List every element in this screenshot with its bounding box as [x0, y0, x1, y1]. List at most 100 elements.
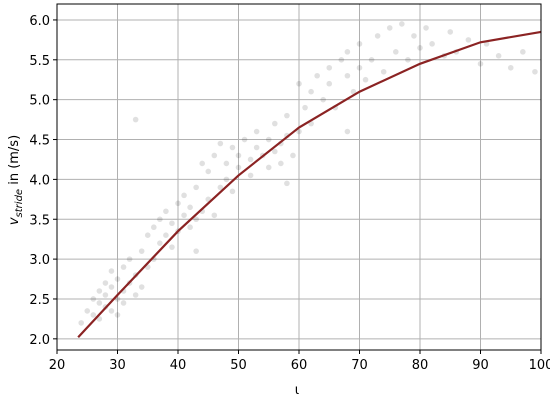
scatter-point: [132, 292, 139, 298]
scatter-point: [380, 68, 387, 75]
scatter-point: [169, 220, 175, 227]
scatter-point: [241, 136, 248, 143]
scatter-point: [253, 128, 260, 135]
scatter-point: [296, 128, 302, 135]
x-tick-label: 100: [529, 358, 550, 373]
y-tick-label: 5.5: [29, 54, 50, 69]
scatter-point: [272, 148, 278, 155]
scatter-point: [102, 292, 109, 298]
scatter-point: [235, 164, 242, 171]
scatter-point: [132, 116, 139, 123]
scatter-point: [229, 144, 236, 151]
scatter-point: [78, 320, 84, 326]
scatter-point: [96, 288, 103, 294]
scatter-point: [338, 57, 345, 63]
y-tick-label: 2.5: [29, 293, 50, 308]
scatter-point: [265, 164, 272, 171]
y-axis-label: vstride in (m/s): [7, 135, 25, 225]
scatter-point: [362, 76, 369, 83]
scatter-point: [326, 80, 333, 87]
scatter-point: [199, 160, 205, 167]
y-tick-label: 5.0: [29, 94, 50, 109]
scatter-point: [326, 64, 333, 71]
scatter-point: [284, 112, 290, 119]
x-tick-label: 30: [109, 358, 126, 373]
scatter-point: [193, 216, 199, 223]
scatter-point: [423, 25, 429, 31]
scatter-point: [163, 208, 169, 215]
scatter-point: [350, 88, 357, 95]
scatter-point: [90, 312, 97, 318]
scatter-point: [138, 248, 145, 254]
scatter-point: [211, 212, 218, 219]
x-tick-label: 20: [49, 358, 66, 373]
scatter-point: [344, 72, 351, 79]
y-label-symbol: v: [7, 217, 22, 225]
scatter-point: [84, 308, 91, 314]
y-label-subscript: stride: [14, 189, 25, 218]
scatter-point: [120, 300, 127, 306]
scatter-point: [90, 296, 97, 302]
scatter-point: [120, 264, 127, 270]
scatter-point: [302, 104, 308, 111]
scatter-point: [169, 244, 175, 250]
scatter-point: [181, 192, 187, 199]
scatter-point: [356, 64, 363, 71]
y-tick-label: 4.5: [29, 134, 50, 149]
scatter-point: [108, 268, 115, 274]
scatter-point: [223, 160, 230, 167]
scatter-point: [108, 284, 115, 290]
scatter-point: [356, 41, 363, 47]
x-tick-label: 70: [351, 358, 368, 373]
scatter-point: [96, 300, 103, 306]
scatter-point: [386, 25, 393, 31]
scatter-point: [211, 152, 218, 159]
scatter-point: [217, 140, 224, 147]
scatter-point: [114, 276, 121, 282]
scatter-point: [495, 53, 502, 59]
scatter-point: [235, 152, 242, 159]
scatter-point: [405, 57, 411, 63]
x-tick-label: 80: [412, 358, 429, 373]
scatter-point: [108, 308, 115, 314]
x-tick-label: 50: [230, 358, 247, 373]
scatter-point: [374, 33, 381, 39]
x-axis-label: ι: [295, 383, 299, 398]
x-tick-label: 40: [170, 358, 187, 373]
scatter-point: [175, 200, 181, 207]
scatter-point: [465, 37, 472, 43]
scatter-point: [368, 57, 375, 63]
scatter-point: [223, 176, 230, 183]
y-tick-label: 6.0: [29, 14, 50, 29]
scatter-point: [138, 284, 145, 290]
scatter-point: [229, 188, 236, 195]
scatter-point: [114, 312, 121, 318]
scatter-point: [429, 41, 435, 47]
scatter-point: [193, 248, 199, 254]
scatter-point: [344, 128, 351, 135]
y-label-unit: in (m/s): [7, 135, 22, 189]
scatter-point: [507, 64, 514, 71]
scatter-point: [308, 88, 314, 95]
y-tick-label: 3.0: [29, 253, 50, 268]
scatter-point: [157, 216, 163, 223]
scatter-point: [477, 60, 484, 67]
scatter-point: [102, 280, 109, 286]
scatter-point: [290, 152, 296, 159]
fit-curve: [77, 30, 542, 338]
scatter-point: [399, 21, 405, 27]
y-tick-label: 4.0: [29, 173, 50, 188]
y-tick-label: 2.0: [29, 333, 50, 348]
scatter-point: [151, 224, 157, 231]
y-tick-label: 3.5: [29, 213, 50, 228]
scatter-point: [393, 49, 399, 55]
scatter-point: [314, 72, 320, 79]
scatter-point: [193, 184, 199, 191]
scatter-point: [253, 144, 260, 151]
scatter-point: [187, 204, 193, 211]
x-tick-label: 60: [291, 358, 308, 373]
scatter-point: [411, 33, 417, 39]
scatter-point: [265, 136, 272, 143]
scatter-point: [447, 29, 454, 35]
scatter-point: [163, 232, 169, 238]
